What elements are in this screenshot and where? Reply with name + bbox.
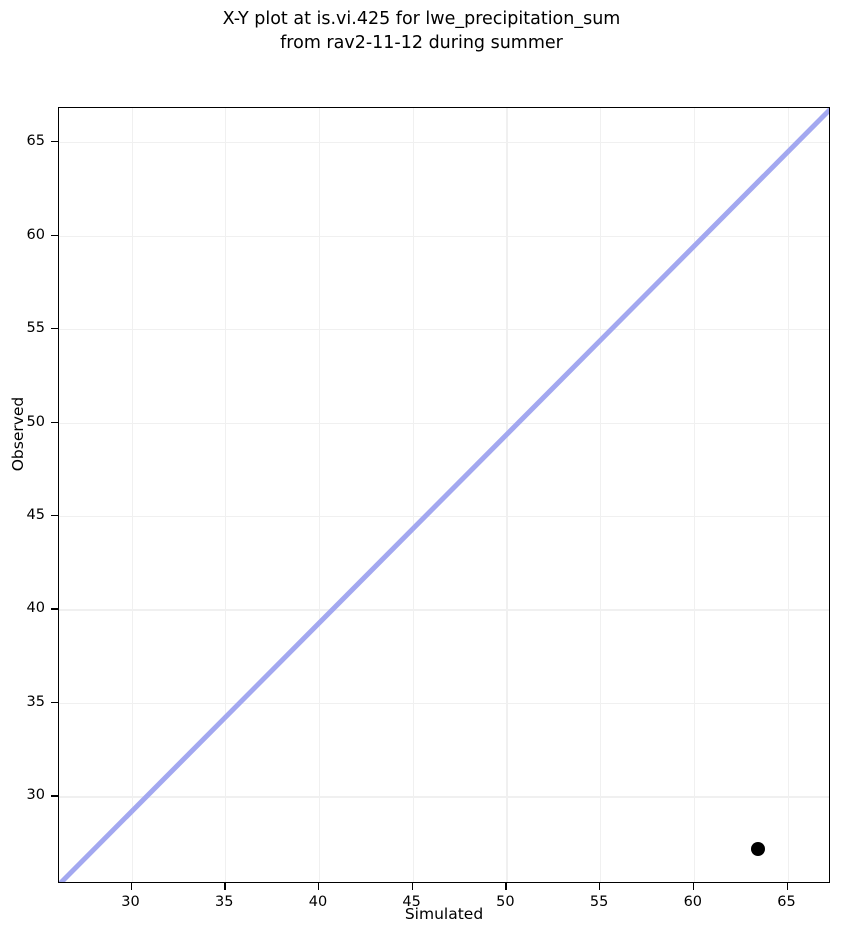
gridline-vertical [506,108,508,882]
x-tick-mark [317,883,320,890]
x-tick-mark [786,883,788,890]
gridline-vertical [225,108,227,882]
y-tick-mark [51,514,58,517]
x-tick-mark [411,883,413,890]
gridline-horizontal [59,235,829,237]
x-axis-label: Simulated [404,905,484,923]
gridline-horizontal [59,515,829,518]
gridline-vertical [412,108,414,882]
x-tick-label: 35 [215,894,234,910]
x-tick-label: 30 [121,894,140,910]
gridline-vertical [131,108,133,882]
y-tick-mark [51,234,58,236]
gridline-horizontal [59,702,829,705]
y-tick-mark [51,701,58,704]
y-axis-label: Observed [9,396,27,472]
x-tick-label: 50 [496,894,515,910]
chart-title: X-Y plot at is.vi.425 for lwe_precipitat… [0,7,843,55]
x-tick-label: 40 [308,894,328,910]
y-tick-label: 50 [26,413,45,430]
x-tick-mark [224,883,226,890]
chart-title-line-2: from rav2-11-12 during summer [280,33,563,53]
y-tick-mark [51,421,58,423]
y-tick-mark [51,328,58,330]
y-tick-label: 40 [26,600,45,617]
gridline-horizontal [59,796,829,798]
y-tick-label: 65 [26,133,45,150]
plot-area [58,107,830,883]
x-tick-label: 45 [402,894,421,910]
y-tick-label: 60 [26,226,45,243]
x-tick-label: 55 [589,894,609,910]
gridline-vertical [693,108,695,882]
gridline-vertical [600,108,602,882]
gridline-horizontal [59,142,829,144]
x-tick-label: 60 [683,894,703,910]
x-tick-mark [692,883,695,890]
y-tick-label: 30 [26,787,45,804]
data-point [750,841,765,856]
x-tick-mark [599,883,601,890]
gridline-horizontal [59,329,829,331]
x-tick-mark [130,883,132,890]
gridline-vertical [787,108,789,882]
y-tick-mark [51,608,58,610]
y-tick-mark [51,141,58,143]
one-to-one-reference-line [59,108,829,882]
x-tick-label: 65 [777,894,796,910]
x-tick-mark [505,883,507,890]
gridline-horizontal [59,422,829,424]
y-tick-label: 45 [26,506,45,523]
y-tick-label: 55 [26,320,45,337]
chart-title-line-1: X-Y plot at is.vi.425 for lwe_precipitat… [222,9,621,29]
y-tick-mark [51,795,58,797]
gridline-horizontal [59,609,829,611]
y-tick-label: 35 [26,693,45,710]
gridline-vertical [318,108,321,882]
